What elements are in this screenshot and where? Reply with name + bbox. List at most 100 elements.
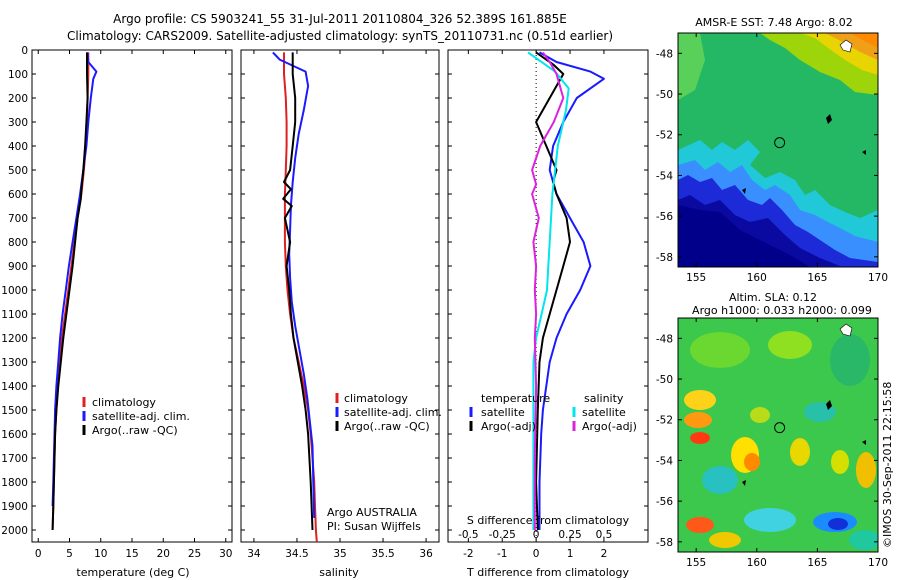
x-tick-label: 30 [219, 548, 232, 560]
x-tick-label: 20 [157, 548, 170, 560]
depth-tick-label: 300 [8, 117, 28, 129]
sst-map-field [678, 33, 878, 267]
sla-map-panel: Altim. SLA: 0.12 Argo h1000: 0.033 h2000… [656, 291, 888, 569]
sst-lon-ticks: 155 160 165 170 [686, 33, 888, 284]
x-tick-label: 35.5 [371, 548, 394, 560]
difference-lines [527, 51, 605, 531]
argo-position-marker-sla [774, 422, 786, 434]
lat-tick-label: -58 [656, 537, 673, 549]
sla-map-title: Altim. SLA: 0.12 [729, 291, 817, 304]
legend-label-climatology: climatology [92, 396, 156, 409]
salinity-plot-frame [240, 49, 440, 543]
depth-tick-label: 800 [8, 237, 28, 249]
x-tick-label: 34.5 [285, 548, 308, 560]
legend-title-temperature: temperature [481, 392, 550, 405]
copyright-stamp: ©IMOS 30-Sep-2011 22:15:58 [881, 382, 894, 548]
legend-label-t-argo: Argo(-adj) [481, 420, 536, 433]
lon-tick-label: 165 [807, 557, 827, 569]
sla-map-subtitle: Argo h1000: 0.033 h2000: 0.099 [692, 304, 872, 317]
t-difference-axis-label: T difference from climatology [466, 566, 629, 579]
depth-tick-label: 1000 [1, 285, 28, 297]
sst-lat-ticks: -48 -50 -52 -54 -56 -58 [656, 48, 878, 264]
depth-tick-label: 1200 [1, 333, 28, 345]
series-line-salinity-satellite [527, 51, 570, 530]
depth-tick-label: 1300 [1, 357, 28, 369]
legend-label-t-satellite: satellite [481, 406, 525, 419]
lon-tick-label: 155 [686, 272, 706, 284]
argo-position-marker [774, 137, 786, 149]
depth-tick-label: 1600 [1, 429, 28, 441]
salinity-lines [272, 51, 318, 543]
x-tick-label: 0 [533, 548, 540, 560]
difference-plot-frame [447, 49, 649, 543]
lon-tick-label: 160 [747, 272, 767, 284]
temperature-axis-label: temperature (deg C) [76, 566, 189, 579]
lat-tick-label: -56 [656, 211, 673, 223]
x-tick-label: -1 [497, 548, 507, 560]
depth-tick-label: 700 [8, 213, 28, 225]
salinity-depth-ticks [241, 49, 439, 531]
x-tick-label: 1 [567, 548, 574, 560]
t-difference-ticks: -2 -1 0 1 2 [463, 50, 607, 560]
depth-tick-label: 1400 [1, 381, 28, 393]
depth-tick-label: 1900 [1, 501, 28, 513]
series-line-temperature-argo-adj- [535, 51, 571, 531]
x-tick-label: 2 [601, 548, 608, 560]
temperature-plot-frame [31, 49, 233, 543]
sst-map-title: AMSR-E SST: 7.48 Argo: 8.02 [695, 16, 853, 29]
depth-tick-label: 1500 [1, 405, 28, 417]
lon-tick-label: 165 [807, 272, 827, 284]
s-tick-label: -0.5 [458, 529, 479, 541]
temperature-axis-ticks: 0 5 10 15 20 25 30 [35, 50, 232, 560]
legend-label-s-satellite: satellite [582, 406, 626, 419]
legend-label-argo: Argo(..raw -QC) [92, 424, 178, 437]
salinity-legend: climatology satellite-adj. clim. Argo(..… [335, 392, 442, 433]
legend-label-satellite: satellite-adj. clim. [92, 410, 190, 423]
sla-map-frame [677, 317, 879, 553]
lat-tick-label: -54 [656, 455, 673, 467]
lat-tick-label: -56 [656, 496, 673, 508]
salinity-axis-ticks: 34 34.5 35 35.5 36 [247, 50, 433, 560]
lat-tick-label: -50 [656, 89, 673, 101]
sla-map-field [678, 318, 878, 552]
salinity-axis-label: salinity [319, 566, 359, 579]
difference-depth-ticks [448, 49, 648, 531]
lat-tick-label: -48 [656, 333, 673, 345]
difference-legend: temperature salinity satellite Argo(-adj… [469, 392, 637, 433]
lat-tick-label: -58 [656, 252, 673, 264]
legend-label-argo: Argo(..raw -QC) [344, 420, 430, 433]
s-tick-label: 0.5 [596, 529, 613, 541]
depth-tick-label: 900 [8, 261, 28, 273]
sla-lon-ticks: 155 160 165 170 [686, 318, 888, 569]
lat-tick-label: -52 [656, 415, 673, 427]
salinity-panel: 34 34.5 35 35.5 36 climatology satellite-adj… [240, 49, 442, 579]
depth-tick-label: 2000 [1, 525, 28, 537]
sla-lat-ticks: -48 -50 -52 -54 -56 -58 [656, 333, 878, 549]
header-line2: Climatology: CARS2009. Satellite-adjuste… [67, 29, 613, 43]
s-tick-label: -0.25 [489, 529, 516, 541]
lon-tick-label: 160 [747, 557, 767, 569]
legend-title-salinity: salinity [584, 392, 624, 405]
depth-tick-label: 1700 [1, 453, 28, 465]
sst-map-panel: AMSR-E SST: 7.48 Argo: 8.02 -48 -50 -52 -54… [656, 16, 888, 284]
x-tick-label: 5 [66, 548, 73, 560]
legend-label-climatology: climatology [344, 392, 408, 405]
x-tick-label: -2 [463, 548, 473, 560]
temperature-legend: climatology satellite-adj. clim. Argo(..… [82, 396, 190, 437]
lat-tick-label: -54 [656, 170, 673, 182]
header-line1: Argo profile: CS 5903241_55 31-Jul-2011 … [113, 12, 567, 26]
series-line-argo-raw-qc- [51, 52, 89, 531]
depth-axis-ticks: 0 100 200 300 400 500 600 700 800 900 1000 1100 1200… [1, 45, 232, 537]
legend-label-satellite: satellite-adj. clim. [344, 406, 442, 419]
series-line-temperature-satellite [538, 51, 605, 530]
lon-tick-label: 155 [686, 557, 706, 569]
series-line-argo-raw-qc- [282, 52, 314, 531]
x-tick-label: 25 [188, 548, 201, 560]
depth-tick-label: 1100 [1, 309, 28, 321]
x-tick-label: 0 [35, 548, 42, 560]
s-difference-axis-label: S difference from climatology [467, 514, 630, 527]
pi-name-label: PI: Susan Wijffels [327, 520, 421, 533]
lat-tick-label: -48 [656, 48, 673, 60]
temperature-panel: 0100200300400500600700800900100011001200… [1, 45, 233, 579]
